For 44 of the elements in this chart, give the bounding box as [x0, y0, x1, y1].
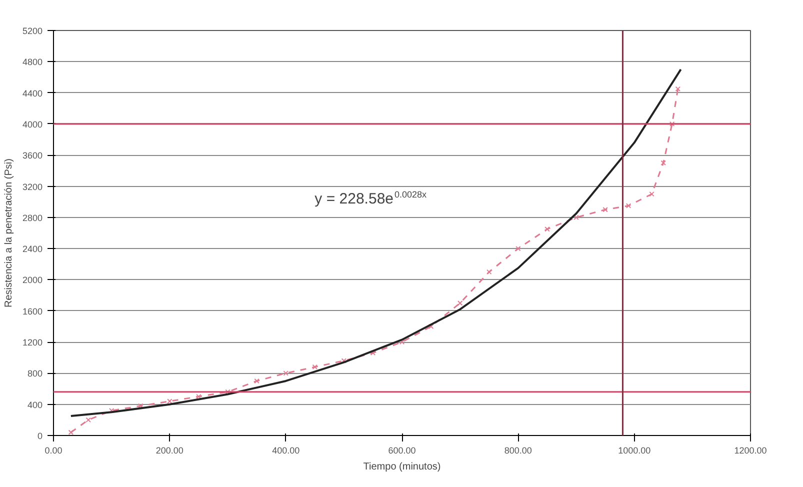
point — [649, 191, 654, 197]
point — [660, 160, 666, 166]
y-axis-title: Resistencia a la penetración (Psi) — [3, 158, 14, 308]
y-tick-label: 3200 — [22, 182, 43, 192]
y-tick-label: 0 — [37, 431, 43, 441]
y-tick-label: 2000 — [22, 275, 43, 286]
point — [312, 364, 318, 370]
point — [399, 339, 405, 345]
x-tick-label: 1000.00 — [618, 446, 651, 456]
y-tick-label: 5200 — [22, 26, 43, 36]
y-tick-label: 800 — [27, 368, 43, 379]
point — [341, 358, 347, 364]
point — [167, 398, 172, 404]
point — [457, 300, 463, 306]
point — [574, 214, 579, 220]
y-tick-label: 1600 — [22, 306, 43, 316]
point — [196, 394, 202, 400]
x-tick-label: 800.00 — [504, 446, 532, 456]
y-tick-label: 4800 — [22, 57, 43, 68]
y-tick-label: 400 — [27, 400, 43, 410]
y-tick-label: 3600 — [22, 150, 43, 161]
x-tick-label: 0.00 — [44, 446, 62, 456]
point — [602, 207, 608, 212]
point — [675, 86, 681, 92]
point — [544, 226, 550, 232]
x-tick-label: 400.00 — [272, 446, 300, 456]
y-tick-label: 4400 — [22, 88, 43, 98]
y-tick-label: 2800 — [22, 212, 43, 223]
y-tick-label: 2400 — [22, 244, 43, 254]
point — [428, 324, 434, 330]
y-tick-label: 1200 — [22, 338, 43, 348]
point — [86, 417, 91, 423]
x-tick-label: 1200.00 — [734, 446, 767, 456]
point — [108, 408, 114, 414]
x-tick-label: 200.00 — [156, 446, 184, 456]
x-tick-label: 600.00 — [388, 446, 416, 456]
y-tick-label: 4000 — [22, 119, 43, 130]
point — [516, 246, 521, 252]
point — [669, 121, 675, 127]
point — [283, 370, 288, 376]
point — [68, 430, 74, 436]
point — [626, 203, 632, 208]
point — [254, 378, 260, 384]
x-axis-title: Tiempo (minutos) — [363, 462, 441, 472]
